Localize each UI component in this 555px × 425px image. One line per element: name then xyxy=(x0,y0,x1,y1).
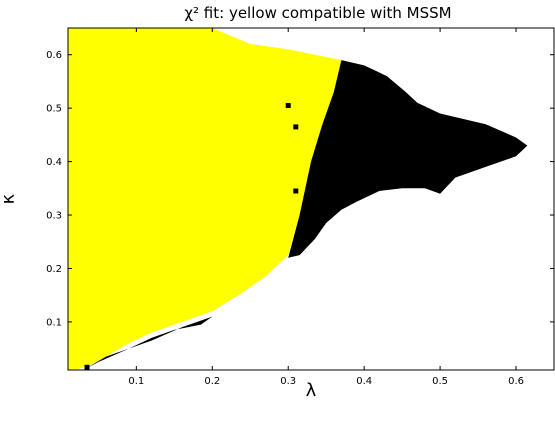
x-tick-label-1: 0.2 xyxy=(204,376,220,387)
x-tick-label-4: 0.5 xyxy=(432,376,448,387)
y-tick-label-2: 0.3 xyxy=(46,211,62,222)
data-point-1 xyxy=(293,189,298,194)
data-point-3 xyxy=(85,365,90,370)
y-tick-label-0: 0.1 xyxy=(46,317,62,328)
y-tick-label-3: 0.4 xyxy=(46,157,62,168)
y-tick-label-1: 0.2 xyxy=(46,264,62,275)
x-tick-label-3: 0.4 xyxy=(356,376,372,387)
data-point-2 xyxy=(293,124,298,129)
y-axis-title: κ xyxy=(0,193,19,204)
x-tick-label-2: 0.3 xyxy=(280,376,296,387)
chart-title: χ² fit: yellow compatible with MSSM xyxy=(184,4,451,22)
x-tick-label-5: 0.6 xyxy=(508,376,524,387)
x-tick-label-0: 0.1 xyxy=(128,376,144,387)
data-point-0 xyxy=(286,103,291,108)
y-tick-label-4: 0.5 xyxy=(46,104,62,115)
x-axis-title: λ xyxy=(306,380,317,401)
y-tick-label-5: 0.6 xyxy=(46,50,62,61)
